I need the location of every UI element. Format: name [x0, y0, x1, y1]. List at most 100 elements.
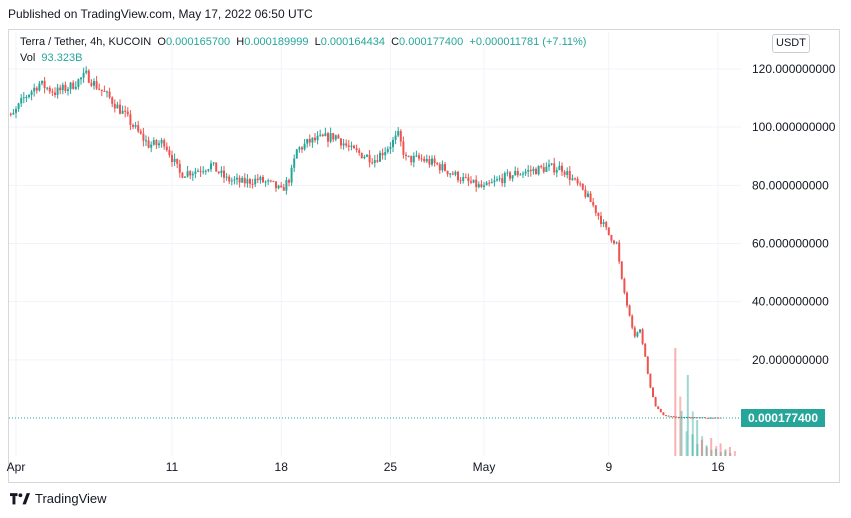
- candle-body: [285, 180, 288, 191]
- candle-body: [165, 146, 168, 151]
- candle-body: [386, 148, 389, 153]
- candle-body: [345, 143, 348, 146]
- candle-body: [233, 179, 236, 181]
- low-label: L: [314, 36, 321, 48]
- candle-body: [20, 97, 23, 104]
- candle-body: [626, 292, 628, 306]
- x-tick-label: Apr: [7, 460, 26, 474]
- candle-body: [43, 80, 46, 89]
- close-label: C: [391, 36, 400, 48]
- candle-body: [594, 205, 597, 213]
- candle-body: [555, 170, 558, 173]
- x-tick-label: 25: [384, 460, 398, 474]
- candle-body: [550, 163, 553, 165]
- candle-body: [173, 158, 176, 163]
- chart-frame[interactable]: [8, 29, 840, 483]
- candle-body: [412, 155, 415, 163]
- candle-body: [116, 104, 119, 109]
- candle-body: [12, 112, 15, 115]
- candle-body: [444, 164, 446, 171]
- candle-body: [402, 141, 405, 155]
- volume-bar: [700, 439, 703, 456]
- candle-body: [67, 89, 69, 91]
- candle-body: [407, 155, 410, 157]
- candle-body: [111, 97, 114, 104]
- candle-body: [696, 417, 699, 419]
- open-value: 0.000165700: [165, 36, 231, 48]
- candle-body: [553, 163, 556, 173]
- candle-body: [249, 179, 251, 184]
- candle-body: [428, 159, 431, 165]
- volume-bar: [705, 447, 708, 456]
- candle-body: [628, 305, 631, 316]
- candle-body: [77, 79, 80, 87]
- candle-body: [498, 178, 501, 180]
- candle-body: [464, 177, 467, 179]
- candle-body: [316, 135, 319, 141]
- grid-lines: [9, 32, 741, 456]
- candle-body: [321, 134, 324, 137]
- candle-body: [605, 222, 608, 228]
- candle-body: [46, 87, 49, 89]
- candle-body: [236, 177, 238, 180]
- candle-body: [230, 180, 233, 182]
- candle-body: [254, 178, 257, 185]
- candle-body: [529, 170, 532, 172]
- candle-body: [210, 163, 212, 170]
- candle-body: [405, 154, 407, 156]
- candle-body: [467, 177, 470, 182]
- candle-body: [576, 178, 579, 184]
- candle-body: [581, 183, 584, 190]
- candle-body: [82, 72, 85, 78]
- candle-body: [132, 124, 134, 127]
- volume-bar: [691, 411, 694, 456]
- candle-body: [220, 170, 223, 174]
- candle-body: [683, 416, 686, 418]
- candle-body: [264, 181, 267, 183]
- candle-body: [454, 171, 457, 175]
- candle-body: [363, 156, 366, 159]
- candle-body: [592, 201, 595, 206]
- candle-body: [493, 180, 496, 183]
- candle-body: [662, 412, 665, 416]
- candle-body: [657, 406, 660, 409]
- candle-body: [74, 86, 77, 89]
- candle-body: [90, 82, 93, 86]
- candle-body: [41, 80, 43, 84]
- footer-brand[interactable]: TradingView: [10, 491, 107, 506]
- candle-body: [207, 169, 210, 171]
- candle-body: [191, 173, 194, 176]
- volume-bar: [685, 431, 688, 456]
- candle-body: [368, 154, 371, 163]
- candle-body: [319, 134, 322, 136]
- candle-body: [670, 416, 673, 418]
- candle-body: [28, 94, 30, 97]
- candle-body: [519, 174, 522, 176]
- candle-body: [587, 193, 589, 197]
- candle-body: [139, 131, 142, 134]
- candle-body: [25, 96, 28, 98]
- candle-body: [524, 171, 527, 174]
- candle-body: [282, 187, 285, 191]
- volume-bar: [701, 436, 704, 456]
- candle-body: [397, 131, 400, 136]
- candle-body: [384, 152, 387, 156]
- candle-body: [516, 170, 519, 176]
- candle-body: [514, 170, 517, 176]
- candle-body: [150, 144, 153, 148]
- candle-body: [108, 91, 111, 98]
- candle-body: [215, 162, 218, 172]
- candle-body: [262, 176, 264, 183]
- currency-button[interactable]: USDT: [772, 34, 810, 53]
- candle-body: [496, 179, 498, 181]
- candle-body: [446, 170, 449, 175]
- candle-body: [540, 165, 543, 168]
- candle-body: [607, 227, 610, 236]
- candle-body: [277, 185, 280, 189]
- candle-body: [56, 87, 59, 95]
- candle-body: [527, 170, 530, 172]
- x-tick-label: 9: [605, 460, 612, 474]
- candle-body: [314, 137, 316, 141]
- candle-body: [189, 171, 192, 176]
